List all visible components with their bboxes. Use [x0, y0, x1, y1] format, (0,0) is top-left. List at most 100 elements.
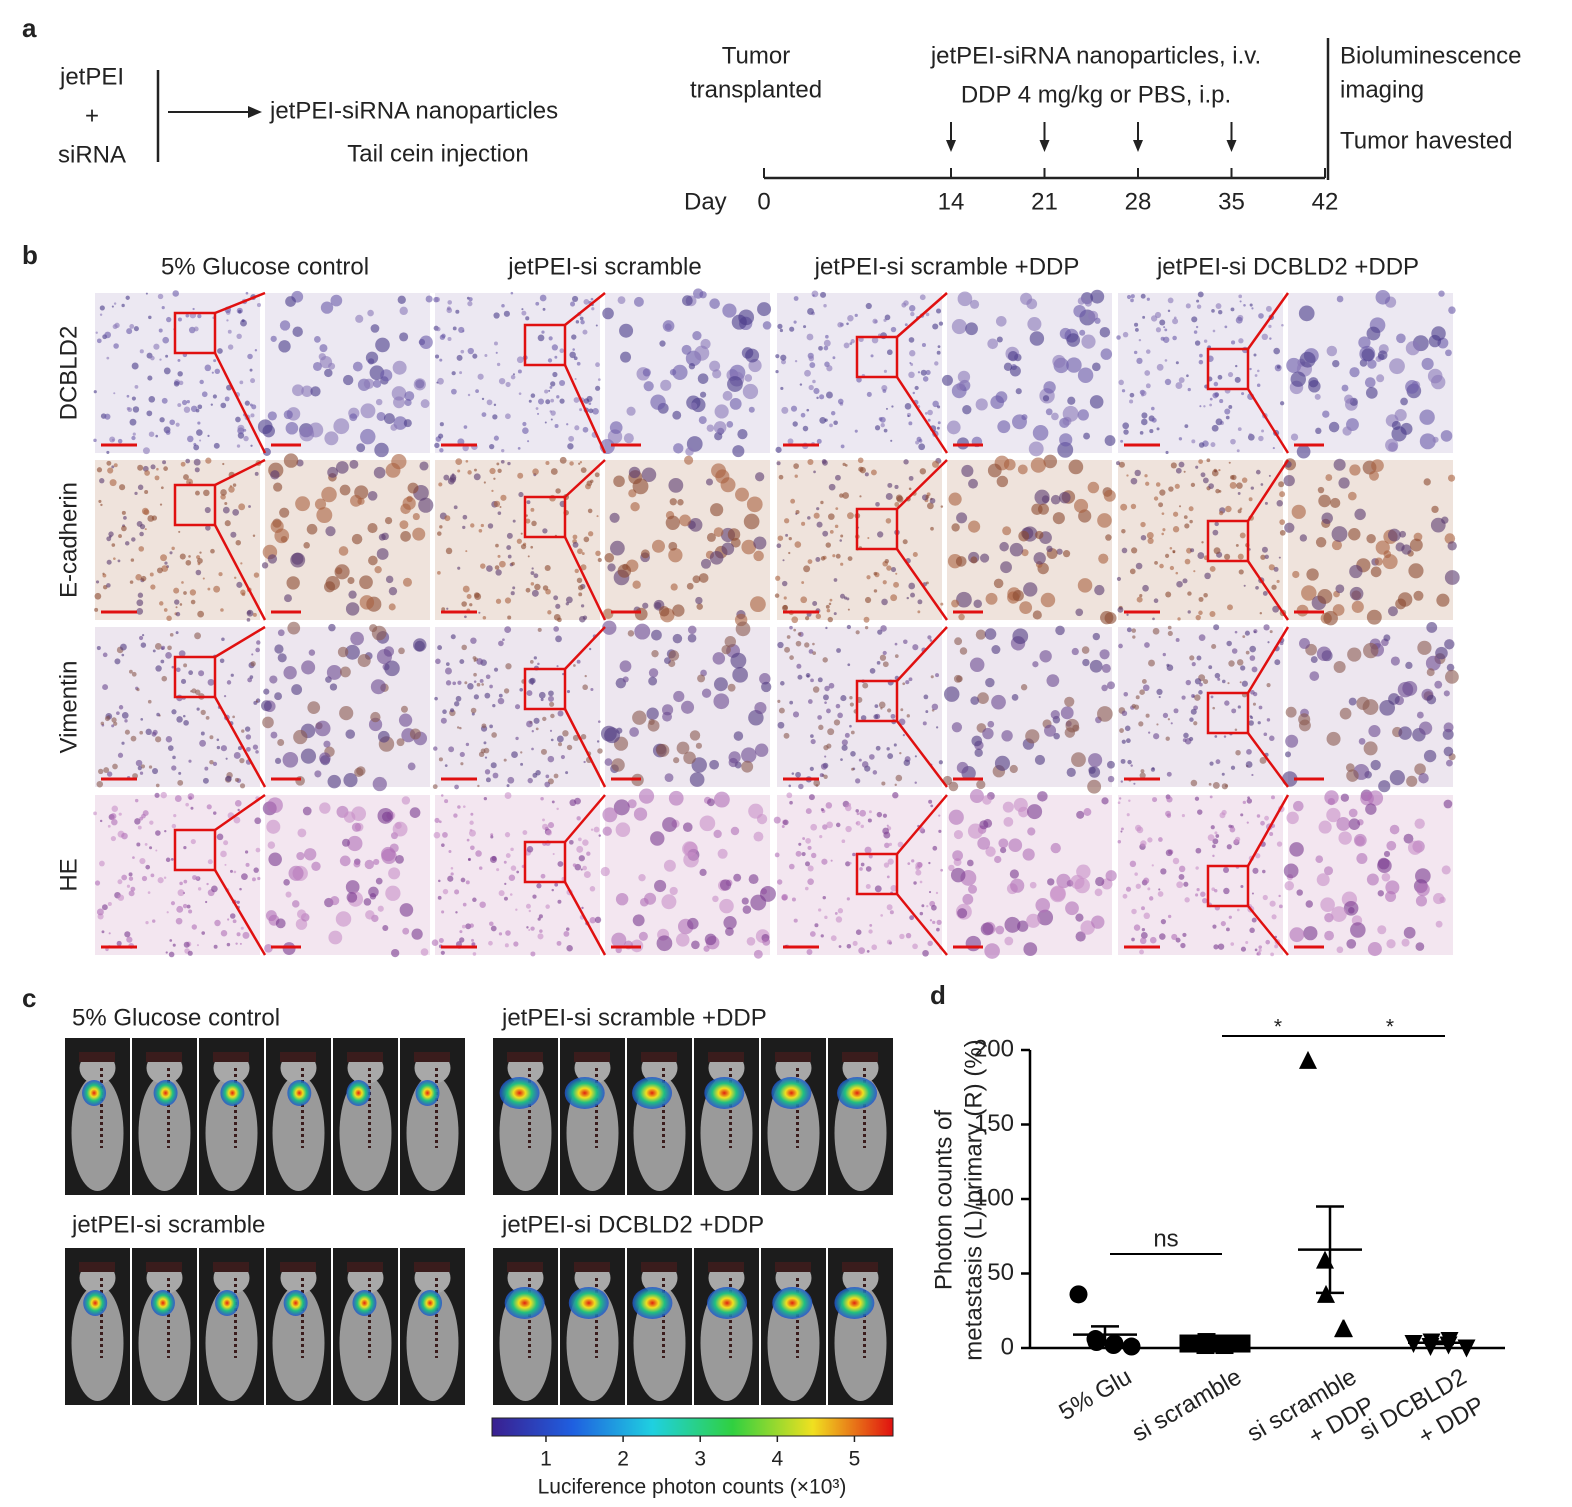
- tissue-dot: [1397, 681, 1414, 698]
- tissue-dot: [450, 866, 454, 870]
- tissue-dot: [218, 572, 223, 577]
- tissue-dot: [713, 693, 730, 710]
- tissue-dot: [895, 494, 903, 502]
- tissue-dot: [1379, 699, 1395, 716]
- tissue-dot: [224, 863, 227, 866]
- tissue-dot: [183, 591, 187, 595]
- tissue-dot: [597, 557, 602, 563]
- tissue-dot: [1298, 305, 1315, 322]
- tissue-dot: [1126, 627, 1132, 633]
- tissue-dot: [118, 705, 124, 710]
- group-title: jetPEI-si scramble: [71, 1211, 265, 1238]
- tissue-dot: [177, 889, 185, 897]
- tissue-dot: [1027, 804, 1043, 820]
- tissue-dot: [460, 762, 464, 766]
- tissue-dot: [882, 580, 887, 585]
- tissue-dot: [917, 862, 923, 868]
- tissue-dot: [490, 835, 494, 839]
- tissue-dot: [1009, 365, 1021, 377]
- tissue-dot: [333, 418, 350, 435]
- timeline-label: Bioluminescence: [1340, 42, 1521, 69]
- tissue-dot: [456, 354, 463, 361]
- tissue-dot: [971, 735, 983, 747]
- tissue-dot: [822, 657, 828, 663]
- tissue-dot: [559, 398, 565, 404]
- tissue-dot: [438, 482, 443, 487]
- tissue-dot: [887, 858, 894, 865]
- tissue-dot: [246, 618, 251, 622]
- tissue-dot: [1170, 462, 1177, 469]
- tissue-dot: [1187, 610, 1191, 614]
- tissue-dot: [909, 350, 916, 357]
- tissue-dot: [213, 359, 217, 363]
- tissue-dot: [902, 734, 905, 737]
- tissue-dot: [161, 306, 165, 310]
- tissue-dot: [1140, 293, 1146, 299]
- tissue-dot: [595, 362, 600, 368]
- tissue-dot: [1271, 584, 1277, 590]
- tissue-dot: [1009, 869, 1019, 879]
- tissue-dot: [1208, 665, 1213, 670]
- tissue-dot: [558, 742, 563, 747]
- tissue-dot: [572, 541, 579, 548]
- tissue-dot: [1406, 775, 1418, 787]
- tissue-dot: [583, 871, 591, 879]
- tissue-dot: [548, 389, 551, 392]
- tissue-dot: [1346, 769, 1359, 782]
- tissue-dot: [788, 863, 795, 870]
- tissue-dot: [549, 701, 555, 707]
- tissue-dot: [885, 518, 892, 524]
- tissue-dot: [1374, 557, 1383, 566]
- tissue-dot: [190, 405, 198, 413]
- zoom-line: [214, 458, 266, 487]
- tissue-dot: [1249, 715, 1253, 718]
- tissue-dot: [931, 460, 939, 468]
- tissue-dot: [1365, 387, 1378, 399]
- tissue-dot: [597, 378, 601, 381]
- tissue-dot: [919, 294, 926, 301]
- label-tag: [708, 1052, 744, 1062]
- tissue-dot: [1426, 668, 1435, 677]
- zoom-line: [213, 696, 267, 788]
- tissue-dot: [434, 296, 441, 303]
- tissue-dot: [985, 846, 996, 857]
- tissue-dot: [1224, 325, 1228, 329]
- tissue-dot: [96, 908, 104, 916]
- tissue-dot: [998, 838, 1009, 849]
- tissue-dot: [912, 943, 918, 950]
- tissue-dot: [1145, 349, 1151, 354]
- signal: [153, 1080, 178, 1106]
- tissue-dot: [345, 602, 360, 616]
- tissue-dot: [807, 878, 814, 885]
- tissue-dot: [1370, 566, 1382, 578]
- tissue-dot: [109, 436, 116, 443]
- tissue-dot: [319, 802, 331, 814]
- tissue-dot: [912, 391, 916, 395]
- tissue-dot: [1243, 584, 1246, 587]
- tissue-dot: [582, 684, 588, 691]
- tissue-dot: [1082, 658, 1090, 667]
- tissue-dot: [113, 343, 119, 349]
- tissue-dot: [274, 644, 284, 654]
- tissue-dot: [1087, 779, 1102, 794]
- tissue-dot: [909, 915, 915, 921]
- tissue-dot: [816, 507, 820, 511]
- tissue-dot: [375, 398, 383, 406]
- tissue-dot: [492, 772, 499, 779]
- tissue-dot: [893, 743, 897, 747]
- tissue-dot: [892, 792, 899, 799]
- tissue-dot: [1448, 306, 1456, 314]
- tissue-dot: [113, 302, 117, 305]
- tissue-dot: [890, 884, 897, 892]
- micrograph-pair: [1118, 622, 1459, 793]
- tissue-dot: [1279, 401, 1285, 406]
- tissue-dot: [617, 564, 632, 578]
- tissue-dot: [528, 399, 532, 403]
- tissue-dot: [811, 852, 817, 859]
- tissue-dot: [1172, 335, 1177, 341]
- mouse-image: [266, 1038, 331, 1195]
- tissue-dot: [199, 739, 206, 747]
- tissue-dot: [113, 721, 118, 726]
- tissue-dot: [153, 343, 160, 350]
- tissue-dot: [1299, 534, 1308, 542]
